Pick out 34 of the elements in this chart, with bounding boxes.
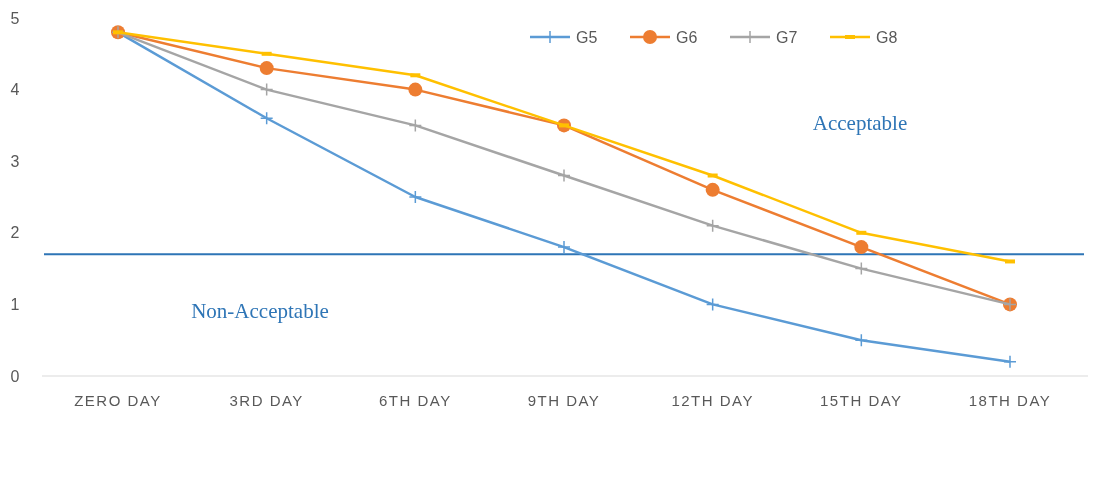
point (557, 240, 571, 254)
point (705, 297, 720, 312)
point (854, 261, 869, 276)
y-tick-label: 4 (10, 81, 20, 99)
legend-label: G7 (776, 28, 798, 46)
legend-label: G5 (576, 28, 598, 46)
y-tick-label: 1 (10, 296, 20, 313)
point (854, 240, 869, 255)
point (557, 168, 571, 183)
x-tick-label: 3RD DAY (229, 392, 304, 409)
legend-label: G8 (876, 28, 898, 46)
annotation: Acceptable (812, 111, 908, 135)
point (259, 61, 274, 76)
y-tick-label: 3 (10, 152, 20, 170)
x-tick-label: 6TH DAY (378, 392, 452, 409)
x-tick-label: 12TH DAY (671, 392, 754, 409)
point (854, 333, 869, 347)
legend-label: G6 (676, 28, 698, 46)
point (259, 82, 274, 97)
y-tick-label: 5 (10, 9, 20, 27)
y-tick-label: 0 (10, 367, 20, 385)
x-tick-label: 18TH DAY (968, 392, 1052, 409)
point (705, 218, 720, 233)
x-tick-label: 15TH DAY (820, 392, 903, 409)
point (408, 82, 423, 97)
x-tick-label: 9TH DAY (527, 392, 601, 409)
point (705, 182, 720, 197)
point (408, 118, 423, 133)
y-tick-label: 2 (10, 224, 20, 242)
point (1003, 354, 1017, 369)
annotation: Non-Acceptable (191, 299, 329, 323)
point (259, 111, 274, 125)
x-tick-label: ZERO DAY (74, 392, 162, 409)
point (408, 190, 423, 204)
